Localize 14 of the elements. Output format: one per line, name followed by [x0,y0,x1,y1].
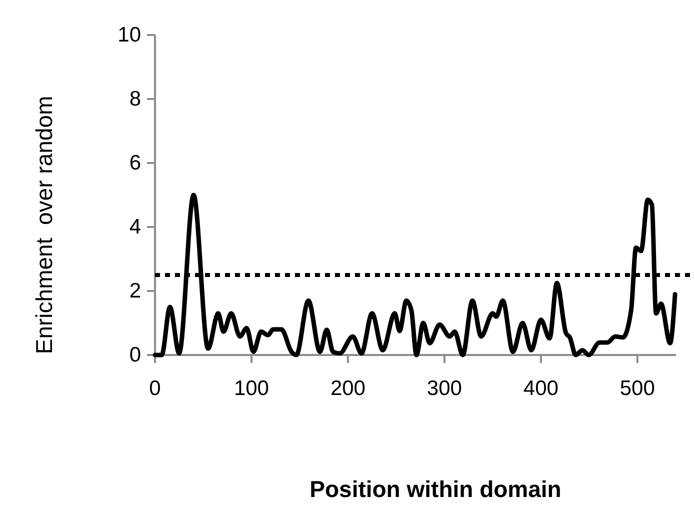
x-tick-label: 300 [426,377,462,400]
x-tick-label: 400 [523,377,558,400]
x-axis-title: Position within domain [310,476,562,502]
y-tick-label: 8 [129,88,141,110]
y-tick-label: 10 [118,24,141,46]
y-tick-label: 0 [129,344,141,366]
x-tick-label: 100 [234,377,270,400]
y-tick-label: 4 [129,216,142,238]
x-tick-label: 200 [330,377,366,400]
x-tick-label: 500 [620,377,655,400]
y-tick-label: 6 [129,152,141,174]
y-axis-title: Enrichment over random [31,96,57,354]
y-tick-label: 2 [129,280,141,302]
x-tick-label: 0 [149,377,161,400]
